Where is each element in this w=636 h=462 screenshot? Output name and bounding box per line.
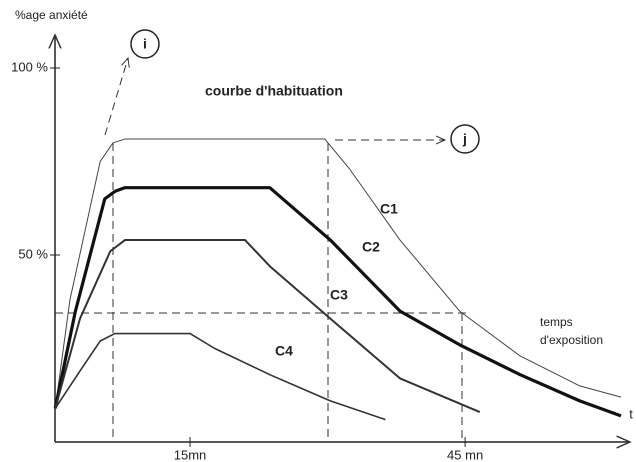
y-tick-label: 100 % bbox=[11, 59, 48, 74]
series-label: C2 bbox=[362, 239, 380, 255]
circle bbox=[450, 124, 480, 154]
y-tick-label: 50 % bbox=[18, 246, 48, 261]
x-axis-label: d'exposition bbox=[540, 333, 603, 347]
arrow bbox=[104, 58, 128, 136]
annotation: t bbox=[629, 406, 633, 421]
x-tick-label: 15mn bbox=[174, 447, 207, 462]
line-series bbox=[54, 138, 622, 409]
series-label: C1 bbox=[380, 201, 398, 217]
series-label: C3 bbox=[330, 287, 348, 303]
line-series bbox=[54, 332, 386, 421]
y-axis-label: %age anxiété bbox=[15, 8, 88, 22]
x-axis-label: temps bbox=[540, 315, 573, 329]
annotation: j bbox=[462, 131, 467, 147]
x-tick-label: 45 mn bbox=[447, 447, 483, 462]
annotation: i bbox=[143, 36, 147, 52]
line-series bbox=[53, 186, 622, 418]
series-label: C4 bbox=[275, 343, 293, 359]
line-series bbox=[54, 239, 481, 414]
chart-title: courbe d'habituation bbox=[205, 83, 343, 99]
circle bbox=[130, 29, 160, 59]
